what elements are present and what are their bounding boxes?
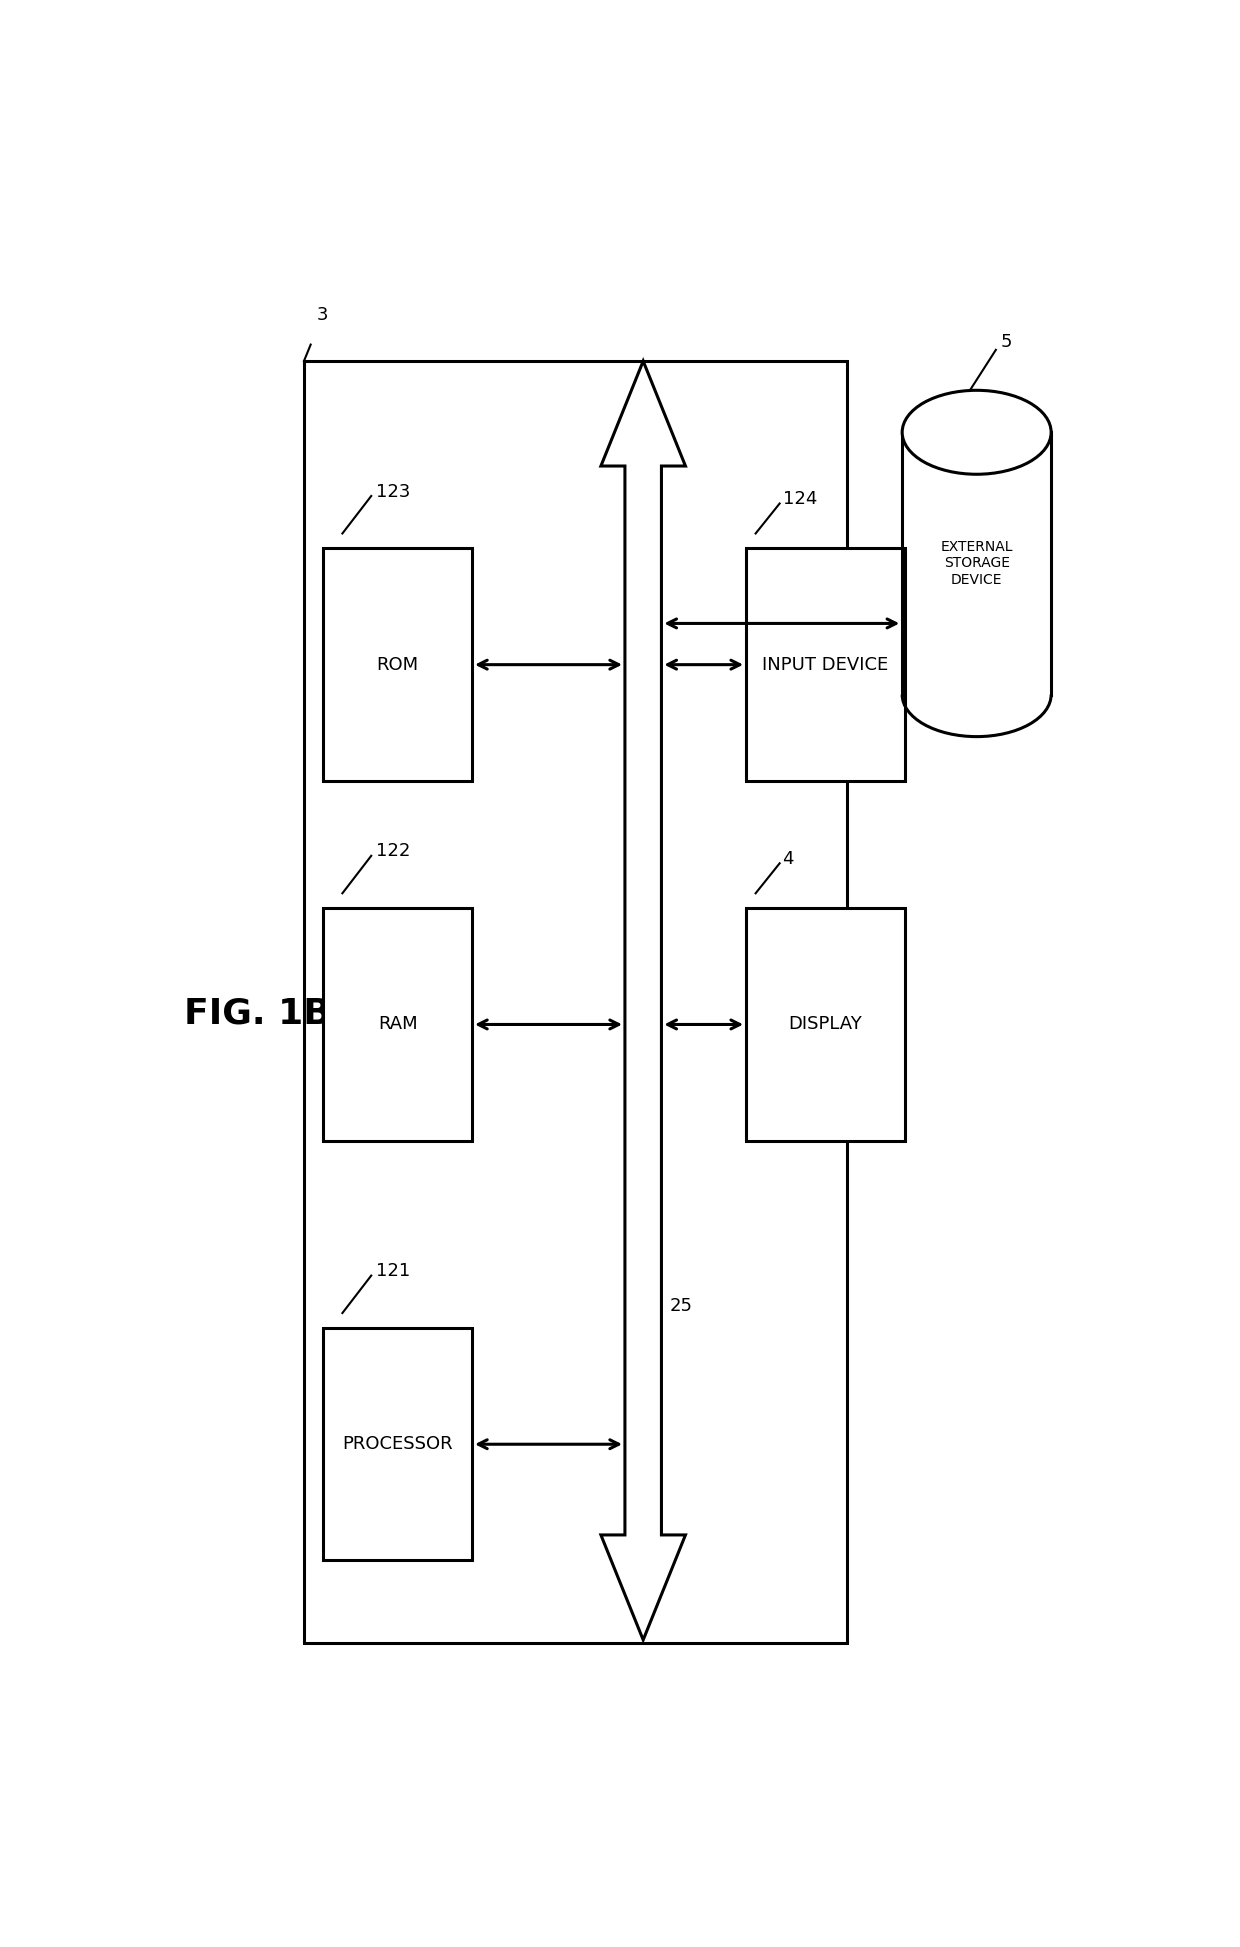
Text: INPUT DEVICE: INPUT DEVICE — [763, 656, 888, 674]
Bar — [304, 360, 847, 1643]
Text: 4: 4 — [782, 849, 794, 868]
Text: FIG. 1B: FIG. 1B — [184, 997, 331, 1030]
Ellipse shape — [903, 389, 1052, 475]
Text: PROCESSOR: PROCESSOR — [342, 1435, 453, 1452]
Text: RAM: RAM — [378, 1016, 418, 1034]
Text: 3: 3 — [316, 306, 327, 323]
Text: 5: 5 — [1001, 333, 1012, 350]
Text: ROM: ROM — [377, 656, 419, 674]
Bar — [324, 549, 472, 781]
Text: EXTERNAL
STORAGE
DEVICE: EXTERNAL STORAGE DEVICE — [940, 539, 1013, 586]
Polygon shape — [601, 360, 686, 1639]
Text: 124: 124 — [782, 491, 817, 508]
Text: 123: 123 — [376, 483, 410, 500]
Text: 121: 121 — [376, 1262, 410, 1279]
Bar — [746, 549, 905, 781]
Text: DISPLAY: DISPLAY — [789, 1016, 862, 1034]
Bar — [324, 907, 472, 1141]
Text: 122: 122 — [376, 843, 410, 861]
Bar — [746, 907, 905, 1141]
Text: 25: 25 — [670, 1297, 692, 1314]
Bar — [324, 1328, 472, 1560]
